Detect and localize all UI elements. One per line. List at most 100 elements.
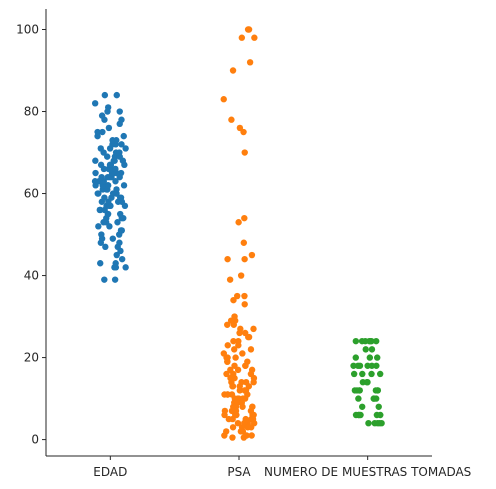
data-point — [250, 378, 257, 386]
data-point — [113, 251, 120, 259]
data-point — [117, 210, 124, 218]
data-point — [238, 34, 246, 41]
data-point — [223, 370, 230, 378]
data-point — [234, 366, 242, 374]
data-point — [356, 362, 364, 369]
data-point — [371, 419, 378, 427]
data-point — [94, 190, 101, 197]
data-point — [352, 354, 359, 361]
x-tick-label: NUMERO DE MUESTRAS TOMADAS — [264, 465, 471, 479]
data-point — [229, 415, 236, 423]
data-point — [224, 342, 231, 349]
data-point — [365, 419, 372, 427]
y-tick-label: 60 — [24, 187, 39, 201]
data-point — [242, 362, 249, 369]
data-point — [101, 194, 108, 201]
data-point — [101, 91, 109, 99]
data-point — [351, 387, 359, 394]
data-point — [362, 346, 369, 353]
data-point — [105, 124, 113, 132]
data-point — [114, 219, 121, 226]
data-point — [350, 370, 358, 378]
data-point — [376, 370, 384, 378]
data-point — [239, 350, 246, 357]
data-point — [228, 116, 235, 123]
data-point — [237, 272, 245, 279]
data-point — [241, 149, 248, 156]
data-point — [364, 378, 371, 386]
data-point — [236, 387, 243, 394]
data-point — [111, 276, 119, 283]
data-point — [248, 432, 255, 439]
data-point — [250, 325, 257, 333]
data-point — [372, 337, 380, 345]
data-point — [98, 231, 105, 238]
x-tick-label: EDAD — [93, 465, 127, 479]
data-point — [241, 301, 248, 308]
data-point — [97, 145, 104, 152]
data-point — [352, 337, 360, 345]
x-ticks: EDAD PSA NUMERO DE MUESTRAS TOMADAS — [93, 456, 471, 479]
data-point — [112, 178, 119, 185]
data-point — [116, 108, 123, 115]
data-point — [118, 255, 126, 263]
data-point — [370, 395, 378, 402]
data-point — [113, 186, 120, 193]
data-point — [366, 354, 374, 361]
data-point — [373, 362, 380, 369]
data-point — [239, 403, 246, 410]
data-point — [230, 296, 237, 304]
data-point — [230, 321, 237, 328]
data-point — [224, 321, 231, 328]
data-point — [99, 128, 106, 136]
data-point — [112, 260, 119, 267]
data-point — [355, 395, 362, 402]
data-point — [357, 411, 364, 419]
data-point — [102, 243, 109, 251]
data-point — [120, 182, 128, 189]
data-point — [92, 169, 99, 177]
data-point — [229, 424, 237, 431]
data-point — [240, 128, 247, 136]
data-point — [362, 337, 369, 345]
data-point — [244, 424, 251, 431]
data-point — [224, 391, 231, 398]
y-tick-label: 0 — [31, 433, 39, 447]
data-point — [229, 434, 236, 441]
data-point — [235, 342, 242, 349]
data-point — [240, 434, 248, 441]
data-point — [98, 173, 105, 181]
data-point — [230, 337, 237, 345]
data-point — [95, 223, 102, 230]
data-point — [368, 346, 376, 353]
data-point — [224, 358, 231, 365]
data-point — [94, 128, 101, 136]
data-point — [117, 194, 125, 201]
data-point — [234, 419, 242, 427]
data-point — [120, 132, 127, 140]
data-point — [236, 329, 243, 337]
y-ticks: 0 20 40 60 80 100 — [16, 23, 46, 447]
data-point — [235, 219, 242, 226]
data-point — [236, 124, 244, 132]
data-point — [375, 403, 382, 410]
data-point — [122, 145, 129, 152]
x-tick-label: PSA — [227, 465, 251, 479]
data-point — [372, 387, 380, 394]
data-point — [229, 383, 236, 390]
data-point — [368, 370, 375, 378]
y-tick-label: 20 — [24, 351, 39, 365]
data-point — [356, 387, 363, 394]
data-point — [374, 354, 381, 361]
data-point — [246, 59, 254, 66]
data-point — [117, 169, 125, 177]
data-point — [113, 137, 120, 144]
data-point — [91, 100, 99, 107]
data-point — [116, 239, 123, 246]
data-point — [373, 411, 381, 419]
data-point — [117, 227, 125, 234]
data-point — [113, 91, 120, 99]
y-tick-label: 100 — [16, 23, 39, 37]
data-point — [109, 235, 117, 242]
